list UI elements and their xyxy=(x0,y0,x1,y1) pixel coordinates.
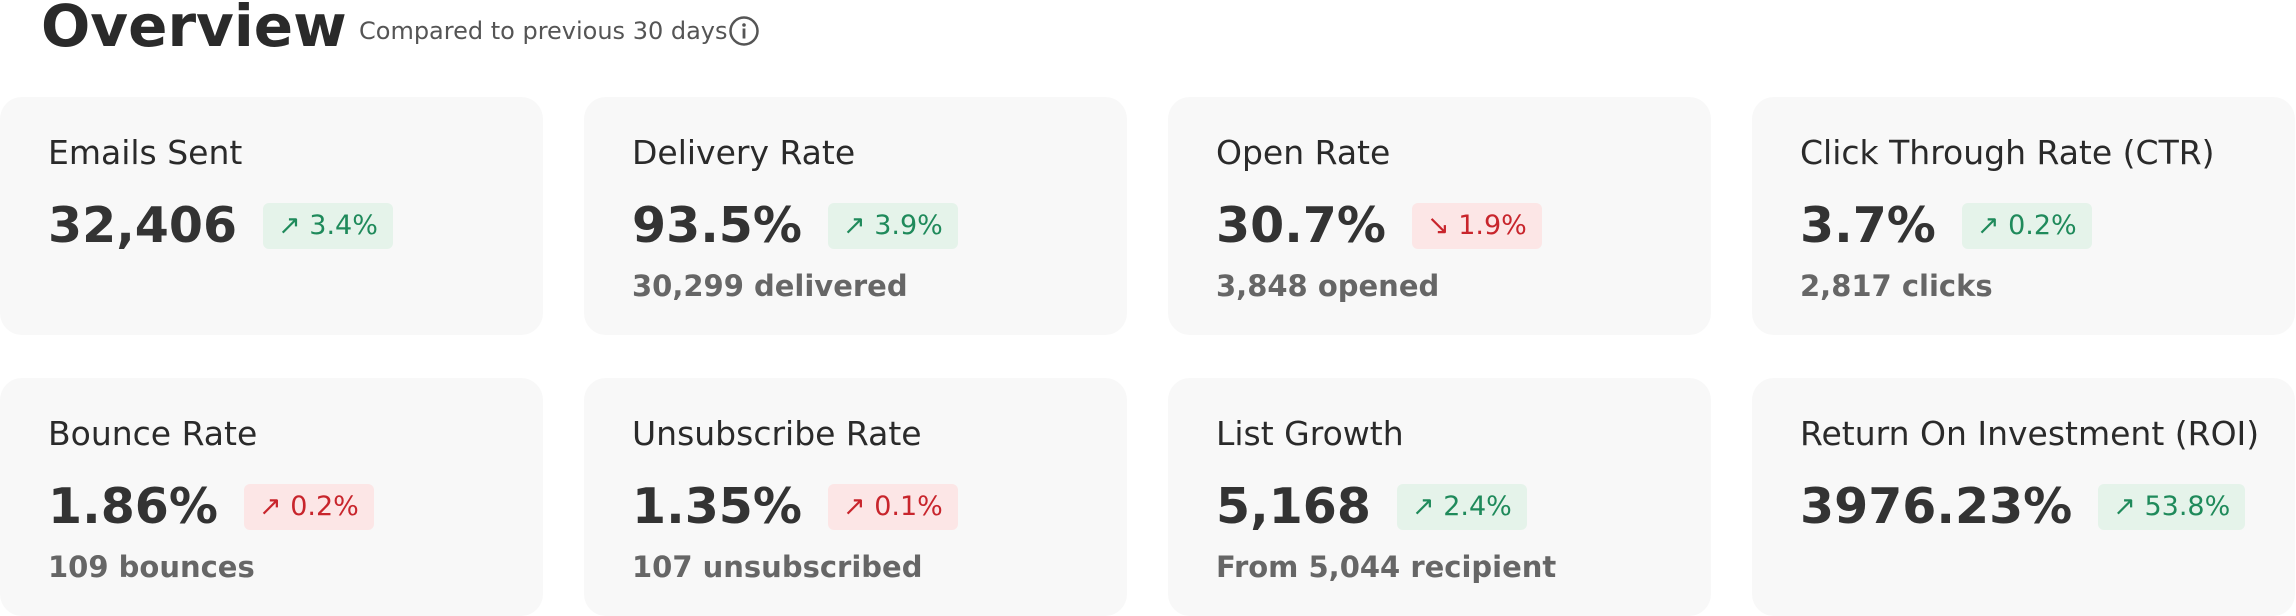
metric-value: 1.35% xyxy=(632,478,802,535)
metric-detail: 109 bounces xyxy=(48,550,255,584)
change-badge: ↗ 2.4% xyxy=(1397,484,1527,530)
metric-title: Emails Sent xyxy=(48,133,243,172)
metric-value: 30.7% xyxy=(1216,197,1386,254)
page-title: Overview xyxy=(41,0,347,60)
value-row: 93.5% ↗ 3.9% xyxy=(632,197,958,255)
metric-card: Bounce Rate 1.86% ↗ 0.2% 109 bounces xyxy=(0,378,543,616)
info-icon[interactable] xyxy=(728,15,760,47)
metric-card: Emails Sent 32,406 ↗ 3.4% xyxy=(0,97,543,335)
metric-detail: 2,817 clicks xyxy=(1800,269,1993,303)
metric-title: Delivery Rate xyxy=(632,133,856,172)
metric-detail: 107 unsubscribed xyxy=(632,550,923,584)
change-badge: ↗ 3.9% xyxy=(828,203,958,249)
metric-title: Bounce Rate xyxy=(48,414,258,453)
change-badge: ↗ 0.2% xyxy=(1961,203,2092,249)
metric-card: Unsubscribe Rate 1.35% ↗ 0.1% 107 unsubscri… xyxy=(584,378,1127,616)
metric-card: List Growth 5,168 ↗ 2.4% From 5,044 recipie… xyxy=(1168,378,1711,616)
value-row: 3.7% ↗ 0.2% xyxy=(1800,197,2092,255)
metric-value: 1.86% xyxy=(48,478,218,535)
metric-value: 3.7% xyxy=(1800,197,1936,254)
metric-title: Return On Investment (ROI) xyxy=(1800,414,2260,453)
metric-value: 5,168 xyxy=(1216,478,1371,535)
change-badge: ↗ 53.8% xyxy=(2098,484,2246,530)
metric-value: 93.5% xyxy=(632,197,802,254)
change-badge: ↘ 1.9% xyxy=(1412,203,1542,249)
change-badge: ↗ 3.4% xyxy=(263,203,393,249)
subtitle: Compared to previous 30 days xyxy=(359,17,728,45)
metric-card: Open Rate 30.7% ↘ 1.9% 3,848 opened xyxy=(1168,97,1711,335)
metric-card: Return On Investment (ROI) 3976.23% ↗ 53.8… xyxy=(1752,378,2295,616)
metric-detail: From 5,044 recipient xyxy=(1216,550,1557,584)
value-row: 1.35% ↗ 0.1% xyxy=(632,478,958,536)
metric-card: Click Through Rate (CTR) 3.7% ↗ 0.2% 2,817 … xyxy=(1752,97,2295,335)
value-row: 30.7% ↘ 1.9% xyxy=(1216,197,1542,255)
metric-detail: 3,848 opened xyxy=(1216,269,1440,303)
metric-title: Open Rate xyxy=(1216,133,1391,172)
value-row: 1.86% ↗ 0.2% xyxy=(48,478,374,536)
metric-value: 32,406 xyxy=(48,197,238,254)
value-row: 32,406 ↗ 3.4% xyxy=(48,197,393,255)
metric-title: Unsubscribe Rate xyxy=(632,414,922,453)
metric-detail: 30,299 delivered xyxy=(632,269,908,303)
value-row: 3976.23% ↗ 53.8% xyxy=(1800,478,2246,536)
change-badge: ↗ 0.1% xyxy=(828,484,958,530)
metric-card: Delivery Rate 93.5% ↗ 3.9% 30,299 delivered xyxy=(584,97,1127,335)
value-row: 5,168 ↗ 2.4% xyxy=(1216,478,1527,536)
change-badge: ↗ 0.2% xyxy=(244,484,374,530)
metric-value: 3976.23% xyxy=(1800,478,2073,535)
metric-title: List Growth xyxy=(1216,414,1404,453)
metric-title: Click Through Rate (CTR) xyxy=(1800,133,2215,172)
